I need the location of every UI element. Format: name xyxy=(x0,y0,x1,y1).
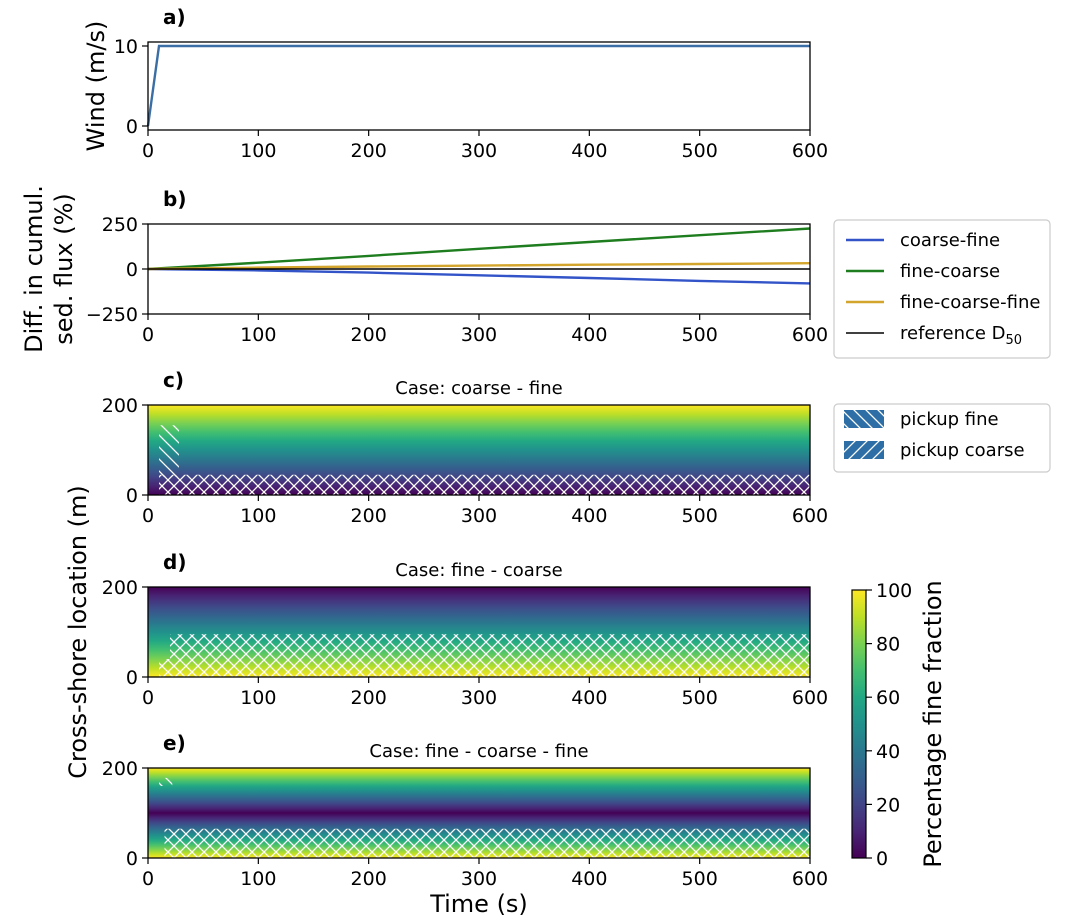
panel-subtitle: Case: fine - coarse xyxy=(395,560,562,581)
hatch-region-pickup-coarse xyxy=(164,828,811,858)
y-axis-label-shared: Cross-shore location (m) xyxy=(64,485,92,779)
x-tick-label: 100 xyxy=(240,324,276,346)
y-tick-label: 0 xyxy=(126,848,138,870)
y-tick-label: 200 xyxy=(102,758,138,780)
x-tick-label: 0 xyxy=(142,868,154,890)
x-tick-label: 100 xyxy=(240,687,276,709)
legend-label: coarse-fine xyxy=(900,230,1000,251)
colorbar-tick-label: 0 xyxy=(876,848,888,870)
panel-letter: b) xyxy=(163,187,186,211)
legend-label: fine-coarse xyxy=(900,261,1000,282)
series-line-fine-coarse-fine xyxy=(147,262,811,271)
x-tick-label: 400 xyxy=(571,868,607,890)
hatch-region-pickup-fine xyxy=(159,777,173,786)
x-tick-label: 600 xyxy=(792,505,828,527)
panel-letter: a) xyxy=(163,5,186,29)
x-tick-label: 300 xyxy=(461,868,497,890)
y-tick-label: 0 xyxy=(126,259,138,281)
colorbar-tick-label: 60 xyxy=(876,687,900,709)
legend-label-subscript: 50 xyxy=(1006,333,1023,348)
x-tick-label: 600 xyxy=(792,868,828,890)
hatch-legend-swatch xyxy=(844,441,884,459)
x-tick-label: 300 xyxy=(461,324,497,346)
colorbar-tick-label: 80 xyxy=(876,634,900,656)
hatch-legend-swatch xyxy=(844,410,884,428)
hatch-region-pickup-coarse xyxy=(159,659,171,677)
y-axis-label-line1: Diff. in cumul. xyxy=(20,185,48,353)
series-line-coarse-fine xyxy=(147,267,811,285)
x-tick-label: 200 xyxy=(351,505,387,527)
x-tick-label: 400 xyxy=(571,140,607,162)
colorbar-tick-label: 40 xyxy=(876,741,900,763)
panel-subtitle: Case: fine - coarse - fine xyxy=(369,741,588,762)
x-tick-label: 200 xyxy=(351,687,387,709)
series-line-wind xyxy=(146,44,810,127)
x-tick-label: 300 xyxy=(461,140,497,162)
x-tick-label: 0 xyxy=(142,687,154,709)
y-tick-label: 10 xyxy=(114,36,138,58)
x-tick-label: 0 xyxy=(142,324,154,346)
colorbar-label: Percentage fine fraction xyxy=(919,580,947,868)
panel-letter: d) xyxy=(163,550,186,574)
axes-frame xyxy=(147,41,811,131)
x-tick-label: 600 xyxy=(792,687,828,709)
x-tick-label: 100 xyxy=(240,868,276,890)
panel-letter: e) xyxy=(163,731,186,755)
x-tick-label: 200 xyxy=(351,324,387,346)
y-axis-label: Wind (m/s) xyxy=(82,21,110,152)
x-tick-label: 600 xyxy=(792,140,828,162)
x-tick-label: 500 xyxy=(682,140,718,162)
legend-label: reference D50 xyxy=(900,323,1022,348)
y-tick-label: 200 xyxy=(102,395,138,417)
x-axis-label: Time (s) xyxy=(429,890,528,918)
x-tick-label: 500 xyxy=(682,687,718,709)
x-tick-label: 500 xyxy=(682,505,718,527)
series-line-fine-coarse xyxy=(147,227,811,271)
x-tick-label: 400 xyxy=(571,505,607,527)
x-tick-label: 600 xyxy=(792,324,828,346)
x-tick-label: 500 xyxy=(682,324,718,346)
y-tick-label: −250 xyxy=(86,304,138,326)
x-tick-label: 100 xyxy=(240,505,276,527)
hatch-region-pickup-coarse xyxy=(170,634,811,677)
colorbar-tick-label: 100 xyxy=(876,580,912,602)
x-tick-label: 400 xyxy=(571,324,607,346)
panel-letter: c) xyxy=(163,368,184,392)
x-tick-label: 0 xyxy=(142,505,154,527)
legend-label: fine-coarse-fine xyxy=(900,292,1040,313)
hatch-legend-label: pickup fine xyxy=(900,409,999,430)
x-tick-label: 100 xyxy=(240,140,276,162)
hatch-region-pickup-fine xyxy=(159,425,179,477)
panel-subtitle: Case: coarse - fine xyxy=(395,378,562,399)
x-tick-label: 300 xyxy=(461,687,497,709)
x-tick-label: 500 xyxy=(682,868,718,890)
y-tick-label: 0 xyxy=(126,116,138,138)
x-tick-label: 400 xyxy=(571,687,607,709)
y-tick-label: 250 xyxy=(102,214,138,236)
y-axis-label-line2: sed. flux (%) xyxy=(50,193,78,344)
y-tick-label: 0 xyxy=(126,667,138,689)
line-legend-box xyxy=(833,219,1051,359)
hatch-region-pickup-coarse xyxy=(159,474,811,495)
y-tick-label: 200 xyxy=(102,577,138,599)
x-tick-label: 0 xyxy=(142,140,154,162)
y-tick-label: 0 xyxy=(126,485,138,507)
hatch-legend-box xyxy=(833,403,1051,473)
x-tick-label: 200 xyxy=(351,140,387,162)
x-tick-label: 200 xyxy=(351,868,387,890)
x-tick-label: 300 xyxy=(461,505,497,527)
colorbar-tick-label: 20 xyxy=(876,794,900,816)
hatch-legend-label: pickup coarse xyxy=(900,440,1025,461)
colorbar xyxy=(851,589,867,859)
